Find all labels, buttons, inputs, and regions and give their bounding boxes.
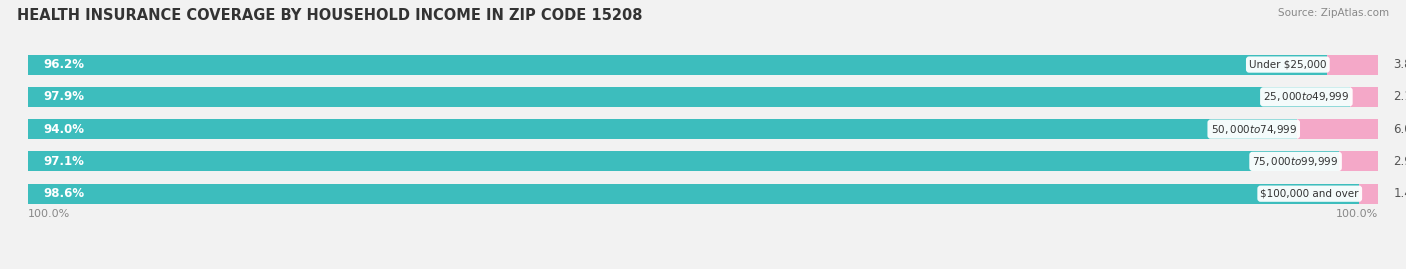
Bar (28, 119, 1378, 139)
Text: Source: ZipAtlas.com: Source: ZipAtlas.com (1278, 8, 1389, 18)
Bar (1339, 151, 1378, 171)
Text: 2.1%: 2.1% (1393, 90, 1406, 103)
Bar (1296, 119, 1378, 139)
Text: HEALTH INSURANCE COVERAGE BY HOUSEHOLD INCOME IN ZIP CODE 15208: HEALTH INSURANCE COVERAGE BY HOUSEHOLD I… (17, 8, 643, 23)
Bar (28, 119, 1296, 139)
Bar (28, 184, 1360, 204)
Bar (1350, 87, 1378, 107)
Text: 98.6%: 98.6% (44, 187, 84, 200)
Text: $75,000 to $99,999: $75,000 to $99,999 (1253, 155, 1339, 168)
Text: 100.0%: 100.0% (1336, 209, 1378, 219)
Text: Under $25,000: Under $25,000 (1249, 59, 1327, 70)
Text: 3.8%: 3.8% (1393, 58, 1406, 71)
Text: 94.0%: 94.0% (44, 123, 84, 136)
Bar (28, 87, 1350, 107)
Bar (1360, 184, 1378, 204)
Text: 97.9%: 97.9% (44, 90, 84, 103)
Text: 2.9%: 2.9% (1393, 155, 1406, 168)
Bar (28, 184, 1378, 204)
Bar (28, 87, 1378, 107)
Text: 97.1%: 97.1% (44, 155, 84, 168)
Bar (28, 151, 1378, 171)
Text: $100,000 and over: $100,000 and over (1261, 189, 1360, 199)
Bar (28, 55, 1378, 75)
Bar (28, 151, 1339, 171)
Text: $25,000 to $49,999: $25,000 to $49,999 (1263, 90, 1350, 103)
Text: 1.4%: 1.4% (1393, 187, 1406, 200)
Text: 100.0%: 100.0% (28, 209, 70, 219)
Bar (28, 55, 1327, 75)
Text: 6.0%: 6.0% (1393, 123, 1406, 136)
Text: 96.2%: 96.2% (44, 58, 84, 71)
Bar (1327, 55, 1378, 75)
Text: $50,000 to $74,999: $50,000 to $74,999 (1211, 123, 1296, 136)
